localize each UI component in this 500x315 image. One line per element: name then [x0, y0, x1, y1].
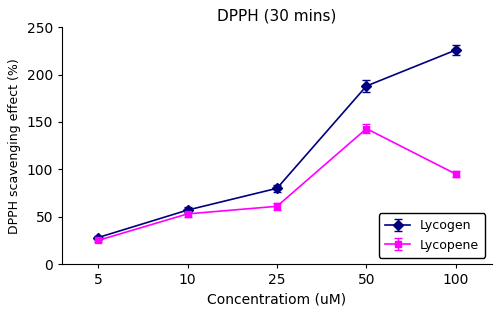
- X-axis label: Concentratiom (uM): Concentratiom (uM): [208, 293, 346, 307]
- Legend: Lycogen, Lycopene: Lycogen, Lycopene: [379, 213, 486, 258]
- Title: DPPH (30 mins): DPPH (30 mins): [218, 8, 336, 23]
- Y-axis label: DPPH scavenging effect (%): DPPH scavenging effect (%): [8, 58, 22, 233]
